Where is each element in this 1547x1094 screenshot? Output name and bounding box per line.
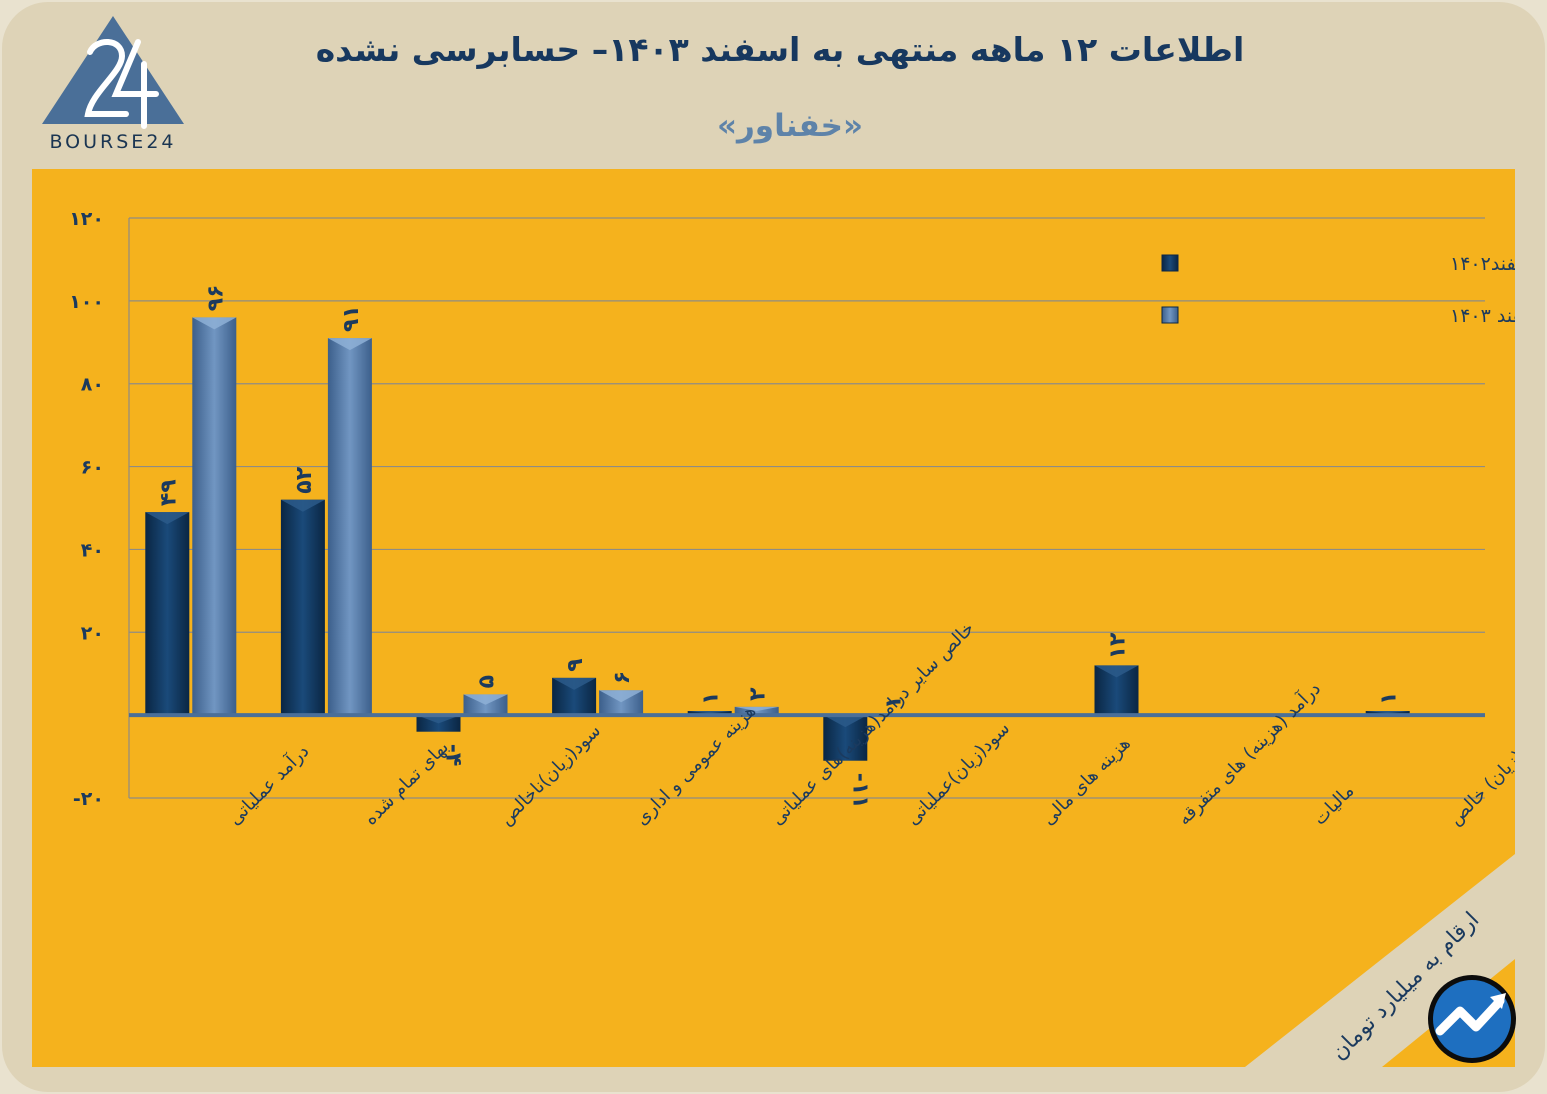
page-subtitle: «خفناور» — [716, 108, 864, 144]
data-label: ۴۹ — [156, 479, 181, 506]
data-label: ۵ — [475, 675, 500, 688]
data-label: ۱ — [699, 692, 724, 705]
data-label: ۱۲ — [1106, 632, 1131, 659]
bar-1402 — [145, 512, 190, 716]
bar-bevel — [823, 715, 868, 728]
bar-bevel — [1365, 711, 1410, 714]
x-category-label: درآمد عملیاتی — [223, 739, 313, 829]
bar-bevel — [327, 338, 372, 351]
bar-bevel — [599, 690, 644, 703]
bar-bevel — [1094, 665, 1139, 678]
data-label: ۹۱ — [339, 305, 364, 332]
bar-1403 — [463, 694, 508, 716]
data-label: -۱۱ — [847, 773, 872, 809]
data-label: ۱ — [1377, 692, 1402, 705]
bar-bevel — [192, 317, 237, 330]
bars — [129, 317, 1485, 761]
data-label: -۴ — [441, 744, 466, 767]
y-axis: -۲۰ ۲۰ ۴۰ ۶۰ ۸۰ ۱۰۰ ۱۲۰ — [69, 208, 130, 810]
x-category-label: سود(زیان)ناخالص — [496, 720, 605, 829]
x-category-label: سود(زیان)عملیاتی — [902, 718, 1014, 830]
x-category-label: هزینه عمومی و اداری — [631, 701, 760, 830]
trend-badge-icon — [1428, 975, 1516, 1063]
legend-label: عملکرد منتهی به اسفند ۱۴۰۳ — [1450, 305, 1515, 327]
y-tick-label: ۱۰۰ — [69, 291, 104, 313]
bar-bevel — [687, 711, 732, 714]
bar-bevel — [416, 715, 461, 724]
x-category-label: سود(زیان) خالص — [1445, 724, 1515, 830]
data-label: ۵۲ — [292, 466, 317, 493]
chart-panel: -۲۰ ۲۰ ۴۰ ۶۰ ۸۰ ۱۰۰ ۱۲۰ ۴۹ ۹۶ ۵۲ ۹۱ -۴ ۵ ۹ ۶ ۱ ۲ -۱۱ ۱ ۱۲ ۱… — [32, 169, 1515, 1067]
bar-bevel — [463, 694, 508, 705]
y-tick-label: ۶۰ — [81, 457, 104, 479]
bar-1402 — [280, 499, 325, 716]
legend-swatch — [1161, 254, 1179, 272]
bar-bevel — [280, 499, 325, 512]
logo-text: BOURSE24 — [49, 131, 177, 153]
data-label: ۹۶ — [203, 285, 228, 312]
bar-1403 — [192, 317, 237, 716]
y-tick-label: ۴۰ — [81, 539, 104, 561]
bourse24-logo-icon — [42, 16, 184, 129]
data-label: ۱ — [881, 696, 906, 709]
bar-1403 — [327, 338, 372, 716]
x-category-label: بهای تمام شده — [360, 737, 453, 830]
data-label: ۲ — [746, 687, 771, 701]
data-label: ۶ — [610, 671, 635, 684]
bar-bevel — [552, 677, 597, 690]
y-tick-label: -۲۰ — [73, 788, 104, 810]
y-tick-label: ۸۰ — [81, 374, 104, 396]
data-label: ۹ — [563, 658, 588, 671]
x-category-label: مالیات — [1309, 780, 1358, 829]
y-tick-label: ۲۰ — [81, 622, 104, 644]
x-category-label: درآمد (هزینه) های متفرقه — [1172, 677, 1325, 830]
legend-label: عملکرد منتهی به اسفند۱۴۰۲ — [1450, 253, 1515, 275]
page-title: اطلاعات ۱۲ ماهه منتهی به اسفند ۱۴۰۳– حسا… — [315, 30, 1245, 69]
bar-bevel — [145, 512, 190, 525]
legend: عملکرد منتهی به اسفند۱۴۰۲ عملکرد منتهی به… — [1161, 253, 1515, 327]
legend-swatch — [1161, 306, 1179, 324]
x-category-label: هزینه های مالی — [1038, 733, 1135, 830]
bar-bevel — [734, 706, 779, 711]
y-tick-label: ۱۲۰ — [69, 208, 104, 230]
